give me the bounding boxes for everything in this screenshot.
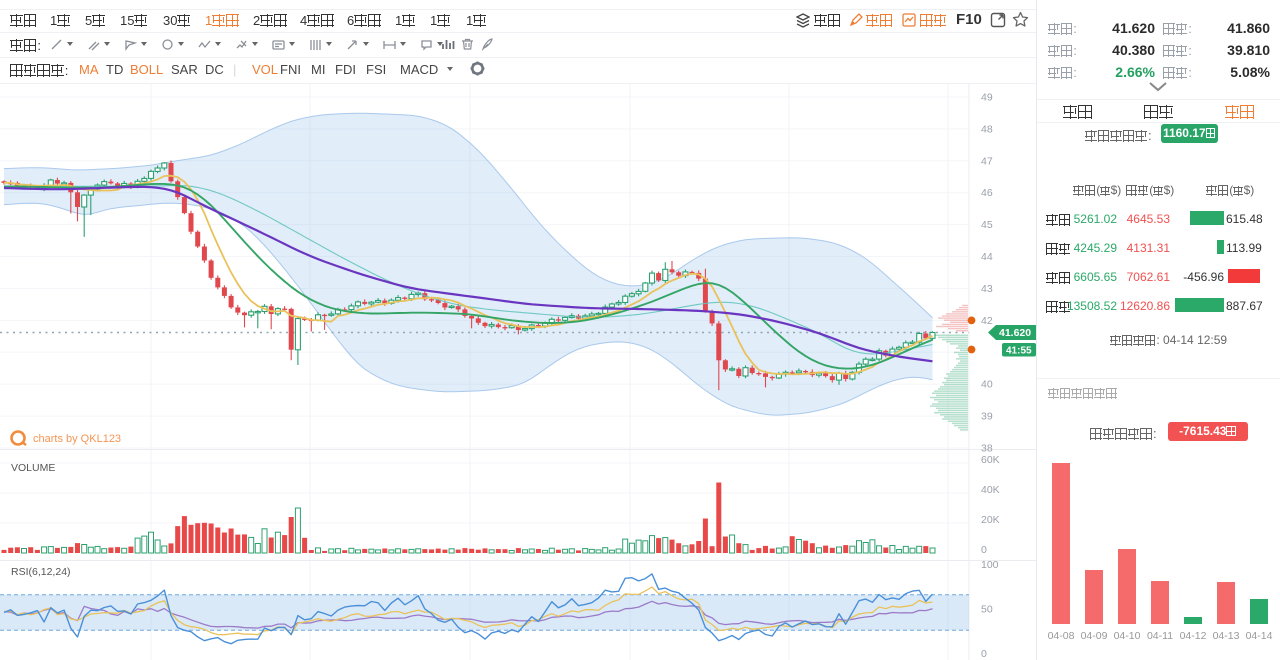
svg-text:40K: 40K [981, 484, 1000, 496]
svg-text:60K: 60K [981, 454, 1000, 466]
svg-text:39: 39 [981, 411, 993, 423]
svg-text:20K: 20K [981, 514, 1000, 526]
svg-text:44: 44 [981, 251, 993, 263]
svg-text:40: 40 [981, 379, 993, 391]
svg-text:0: 0 [981, 648, 987, 660]
svg-text:41:55: 41:55 [1006, 346, 1032, 357]
svg-text:0: 0 [981, 544, 987, 556]
svg-text:VOLUME: VOLUME [11, 462, 55, 474]
svg-text:50: 50 [981, 604, 993, 616]
svg-text:42: 42 [981, 315, 993, 327]
svg-text:45: 45 [981, 219, 993, 231]
svg-text:46: 46 [981, 187, 993, 199]
svg-text:RSI(6,12,24): RSI(6,12,24) [11, 566, 71, 578]
svg-text:charts by QKL123: charts by QKL123 [33, 433, 121, 445]
svg-text:48: 48 [981, 123, 993, 135]
svg-text:43: 43 [981, 283, 993, 295]
svg-text:49: 49 [981, 92, 993, 104]
svg-text:47: 47 [981, 155, 993, 167]
svg-text:38: 38 [981, 443, 993, 455]
svg-text:41.620: 41.620 [999, 327, 1031, 339]
svg-text:100: 100 [981, 559, 999, 571]
